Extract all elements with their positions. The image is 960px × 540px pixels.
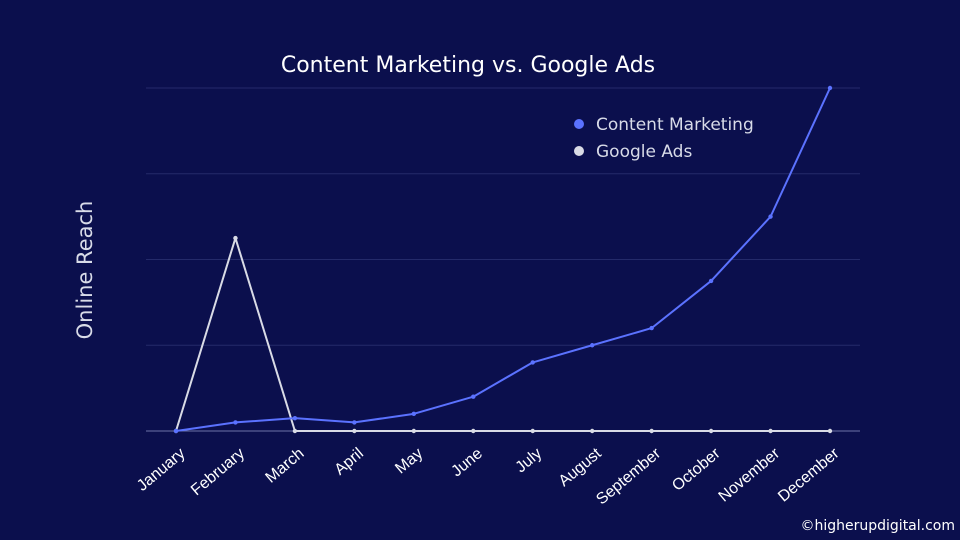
data-point-content-marketing	[292, 415, 298, 421]
legend: Content Marketing Google Ads	[574, 115, 754, 162]
data-point-google-ads	[411, 428, 417, 434]
series-line-google-ads	[175, 237, 830, 432]
x-tick-label: June	[448, 445, 486, 480]
data-point-content-marketing	[708, 278, 714, 284]
data-point-google-ads	[530, 428, 535, 434]
series-layer	[173, 85, 833, 434]
data-point-content-marketing	[233, 420, 238, 425]
legend-label-google-ads: Google Ads	[596, 142, 692, 162]
credit-text: ©higherupdigital.com	[800, 518, 955, 534]
x-tick-label: March	[262, 445, 307, 487]
data-point-google-ads	[768, 428, 773, 434]
data-point-google-ads	[827, 428, 833, 434]
y-axis-label: Online Reach	[73, 201, 97, 340]
data-point-google-ads	[589, 428, 595, 434]
chart-title: Content Marketing vs. Google Ads	[281, 53, 655, 78]
data-point-content-marketing	[411, 411, 417, 417]
legend-marker-content-marketing	[574, 119, 584, 129]
data-point-google-ads	[233, 235, 238, 241]
data-point-content-marketing	[352, 420, 357, 425]
data-point-content-marketing	[768, 214, 773, 219]
data-point-content-marketing	[173, 428, 179, 434]
x-tick-labels: January February March April May June July Augu…	[134, 445, 843, 509]
data-point-content-marketing	[649, 325, 654, 331]
x-tick-label: October	[669, 445, 724, 495]
data-point-content-marketing	[827, 85, 833, 91]
x-tick-label: April	[331, 445, 366, 479]
x-tick-label: August	[556, 445, 606, 490]
data-point-google-ads	[352, 428, 357, 434]
data-point-google-ads	[649, 428, 654, 434]
x-tick-label: December	[775, 445, 843, 506]
legend-label-content-marketing: Content Marketing	[596, 115, 754, 135]
x-tick-label: September	[593, 445, 664, 509]
data-point-google-ads	[292, 428, 298, 434]
x-tick-label: January	[134, 445, 189, 495]
legend-marker-google-ads	[574, 146, 584, 156]
x-tick-label: November	[716, 445, 784, 506]
x-tick-label: July	[513, 445, 546, 476]
series-line-content-marketing	[175, 87, 831, 432]
x-tick-label: May	[392, 445, 426, 477]
data-point-content-marketing	[530, 360, 535, 365]
data-point-content-marketing	[589, 343, 595, 348]
data-point-google-ads	[471, 428, 476, 434]
data-point-google-ads	[708, 428, 714, 434]
data-point-content-marketing	[471, 394, 476, 399]
x-tick-label: February	[188, 445, 248, 499]
